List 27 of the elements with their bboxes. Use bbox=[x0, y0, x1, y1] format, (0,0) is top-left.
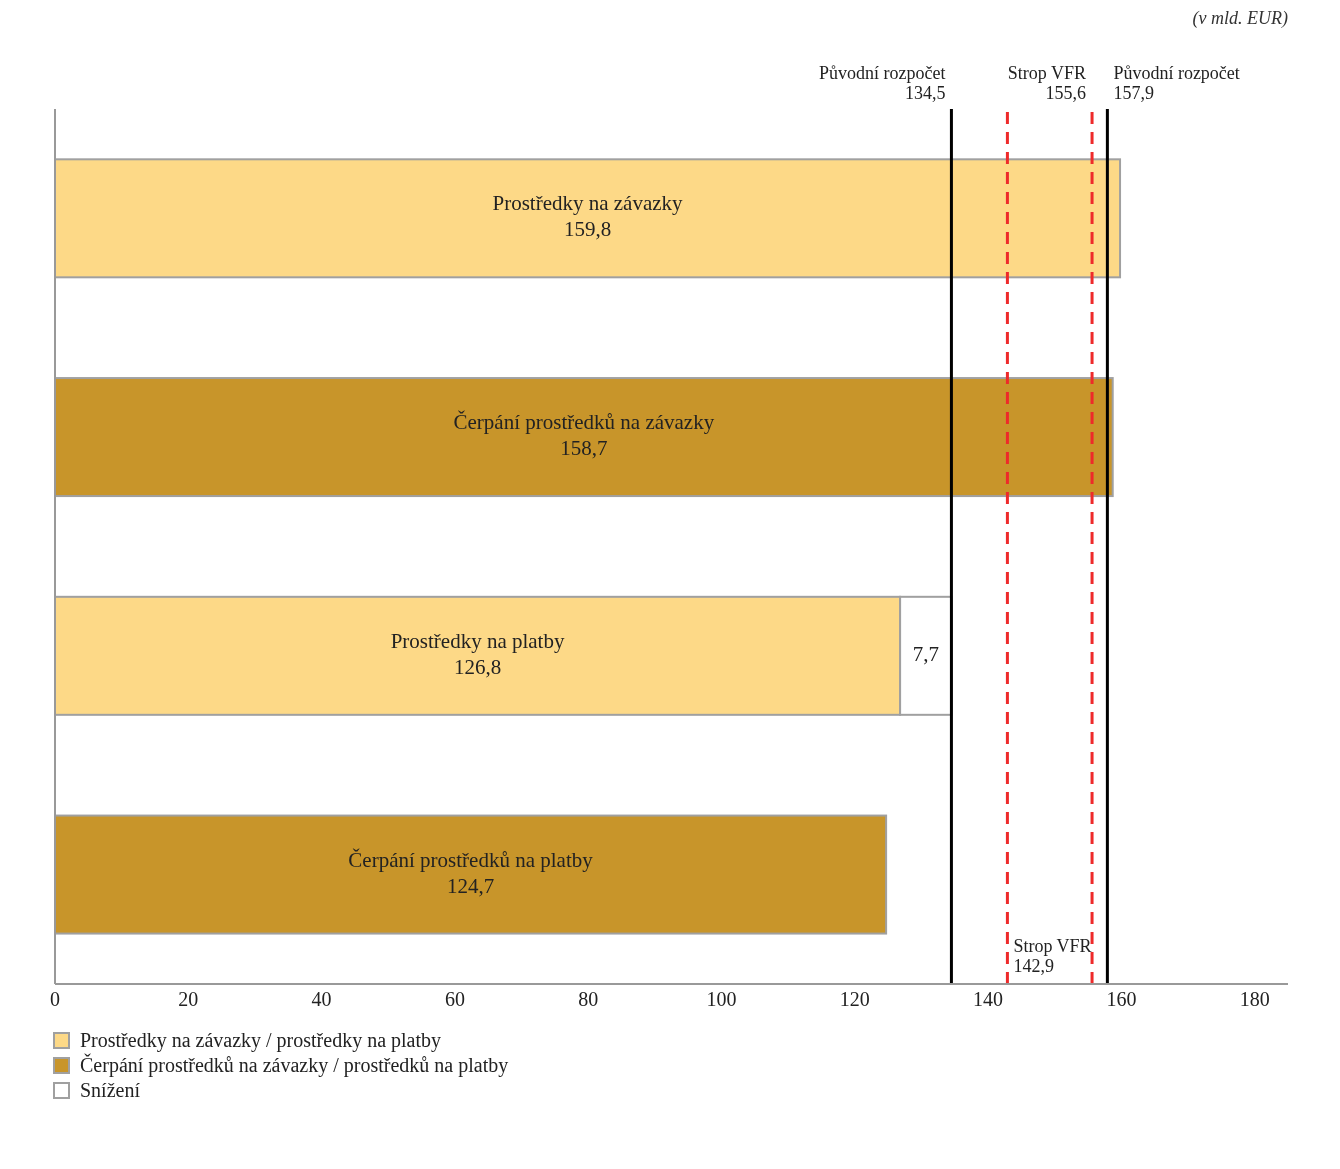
x-tick-label: 160 bbox=[1106, 988, 1137, 1011]
x-tick-label: 100 bbox=[706, 988, 737, 1011]
x-tick-label: 180 bbox=[1239, 988, 1270, 1011]
y-tick-label: Čerpání prostředků na závazky bbox=[453, 409, 715, 434]
ref-line-label: Strop VFR 142,9 bbox=[1013, 936, 1092, 976]
x-tick-label: 40 bbox=[311, 988, 332, 1011]
data-label: 158,7 bbox=[560, 435, 608, 460]
x-tick-label: 140 bbox=[973, 988, 1004, 1011]
legend-label: Snížení bbox=[80, 1079, 140, 1102]
x-tick-label: 0 bbox=[50, 988, 60, 1011]
text: (v mld. EUR) bbox=[1191, 8, 1289, 29]
data-label: 124,7 bbox=[446, 873, 495, 898]
x-tick-label: 20 bbox=[178, 988, 199, 1011]
data-label: 7,7 bbox=[912, 641, 939, 666]
legend-label: Prostředky na závazky / prostředky na platby bbox=[80, 1029, 442, 1052]
ref-line-label: Původní rozpočet 134,5 bbox=[818, 63, 946, 103]
x-tick-label: 120 bbox=[839, 988, 870, 1011]
ref-line-label: Strop VFR 155,6 bbox=[1007, 63, 1087, 103]
y-tick-label: Prostředky na platby bbox=[390, 628, 565, 653]
data-label: 159,8 bbox=[563, 217, 612, 242]
data-label: 126,8 bbox=[453, 654, 502, 679]
legend-label: Čerpání prostředků na závazky / prostředků na platby bbox=[80, 1054, 509, 1077]
x-tick-label: 60 bbox=[444, 988, 465, 1011]
ref-line-label: Původní rozpočet 157,9 bbox=[1113, 63, 1240, 103]
x-tick-label: 80 bbox=[578, 988, 599, 1011]
y-tick-label: Prostředky na závazky bbox=[492, 191, 684, 216]
y-tick-label: Čerpání prostředků na platby bbox=[348, 847, 594, 872]
